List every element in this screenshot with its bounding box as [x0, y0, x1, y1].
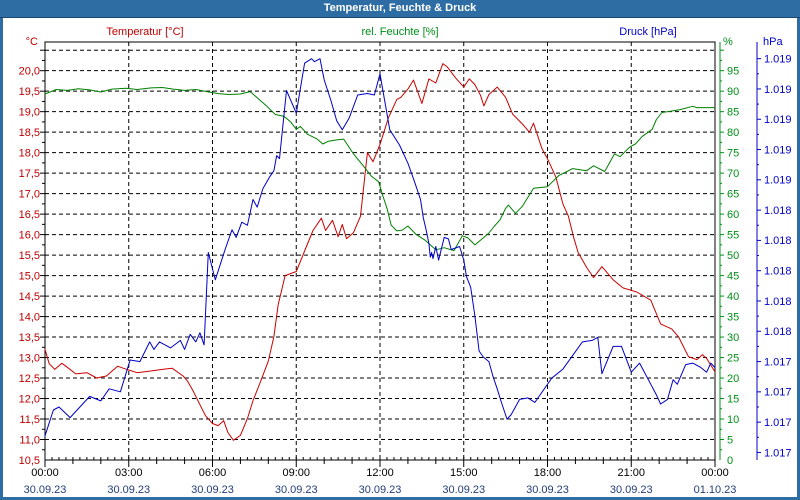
humidity-axis-label: 55: [727, 229, 739, 241]
pressure-axis-label: 1.018: [764, 235, 792, 247]
temp-axis-label: 12,0: [19, 393, 40, 405]
pressure-series-line: [44, 58, 716, 437]
time-label: 00:00: [701, 467, 729, 479]
temp-axis-label: 20,0: [19, 66, 40, 78]
humidity-axis-label: 45: [727, 270, 739, 282]
temp-axis-label: 16,5: [19, 209, 40, 221]
time-label: 15:00: [450, 467, 478, 479]
time-label: 03:00: [115, 467, 143, 479]
pressure-axis-label: 1.017: [764, 356, 792, 368]
pressure-axis-label: 1.019: [764, 84, 792, 96]
humidity-axis-label: 40: [727, 291, 739, 303]
temp-axis-label: 14,5: [19, 291, 40, 303]
pressure-axis-label: 1.019: [764, 144, 792, 156]
humidity-axis-label: 90: [727, 86, 739, 98]
humidity-axis-label: 75: [727, 147, 739, 159]
temp-axis-label: 10,5: [19, 455, 40, 467]
humidity-axis-label: 10: [727, 414, 739, 426]
temp-axis-label: 19,5: [19, 86, 40, 98]
time-label: 18:00: [534, 467, 562, 479]
pressure-axis-label: 1.019: [764, 114, 792, 126]
pressure-axis-label: 1.017: [764, 417, 792, 429]
time-label: 00:00: [31, 467, 59, 479]
humidity-axis-label: 60: [727, 209, 739, 221]
pressure-axis-label: 1.019: [764, 175, 792, 187]
humidity-axis-label: 70: [727, 168, 739, 180]
humidity-axis-label: 5: [727, 434, 733, 446]
legend-humidity: rel. Feuchte [%]: [361, 26, 439, 38]
temp-axis-label: 19,0: [19, 107, 40, 119]
date-label: 30.09.23: [275, 484, 318, 496]
pressure-axis-label: 1.017: [764, 447, 792, 459]
window-title: Temperatur, Feuchte & Druck: [323, 2, 477, 14]
humidity-axis-label: 85: [727, 107, 739, 119]
temp-axis-label: 16,0: [19, 229, 40, 241]
humidity-axis-label: 15: [727, 393, 739, 405]
humidity-axis-unit: %: [723, 36, 733, 48]
temp-axis-label: 17,5: [19, 168, 40, 180]
date-label: 30.09.23: [107, 484, 150, 496]
humidity-axis-label: 95: [727, 66, 739, 78]
date-label: 01.10.23: [694, 484, 737, 496]
window-titlebar[interactable]: Temperatur, Feuchte & Druck: [0, 0, 800, 18]
humidity-axis-label: 30: [727, 332, 739, 344]
date-label: 30.09.23: [359, 484, 402, 496]
pressure-axis-label: 1.018: [764, 296, 792, 308]
date-label: 30.09.23: [24, 484, 67, 496]
temp-axis-label: 15,5: [19, 250, 40, 262]
pressure-axis-label: 1.018: [764, 205, 792, 217]
temp-axis-label: 17,0: [19, 188, 40, 200]
temperature-axis-unit: °C: [25, 36, 38, 48]
time-label: 06:00: [199, 467, 227, 479]
pressure-axis-unit: hPa: [763, 36, 783, 48]
humidity-axis-label: 0: [727, 455, 733, 467]
date-label: 30.09.23: [610, 484, 653, 496]
pressure-axis-label: 1.018: [764, 326, 792, 338]
temp-axis-label: 15,0: [19, 270, 40, 282]
humidity-series-line: [44, 87, 716, 252]
temp-axis-label: 13,5: [19, 332, 40, 344]
pressure-axis-label: 1.017: [764, 387, 792, 399]
temp-axis-label: 11,5: [19, 414, 40, 426]
plot-border: [44, 41, 716, 461]
legend-temperature: Temperatur [°C]: [106, 26, 184, 38]
temp-axis-label: 12,5: [19, 373, 40, 385]
time-label: 12:00: [366, 467, 394, 479]
pressure-axis-label: 1.018: [764, 266, 792, 278]
date-label: 30.09.23: [442, 484, 485, 496]
legend-pressure: Druck [hPa]: [619, 26, 677, 38]
date-label: 30.09.23: [526, 484, 569, 496]
humidity-axis-label: 20: [727, 373, 739, 385]
temp-axis-label: 14,0: [19, 311, 40, 323]
humidity-axis-label: 25: [727, 352, 739, 364]
temp-axis-label: 13,0: [19, 352, 40, 364]
humidity-axis-label: 50: [727, 250, 739, 262]
date-label: 30.09.23: [191, 484, 234, 496]
temp-axis-label: 18,5: [19, 127, 40, 139]
humidity-axis-label: 80: [727, 127, 739, 139]
time-label: 09:00: [282, 467, 310, 479]
time-label: 21:00: [617, 467, 645, 479]
humidity-axis-label: 65: [727, 188, 739, 200]
pressure-axis-label: 1.019: [764, 54, 792, 66]
temp-axis-label: 11,0: [19, 434, 40, 446]
temp-axis-label: 18,0: [19, 147, 40, 159]
humidity-axis-label: 35: [727, 311, 739, 323]
temperature-series-line: [44, 63, 716, 441]
